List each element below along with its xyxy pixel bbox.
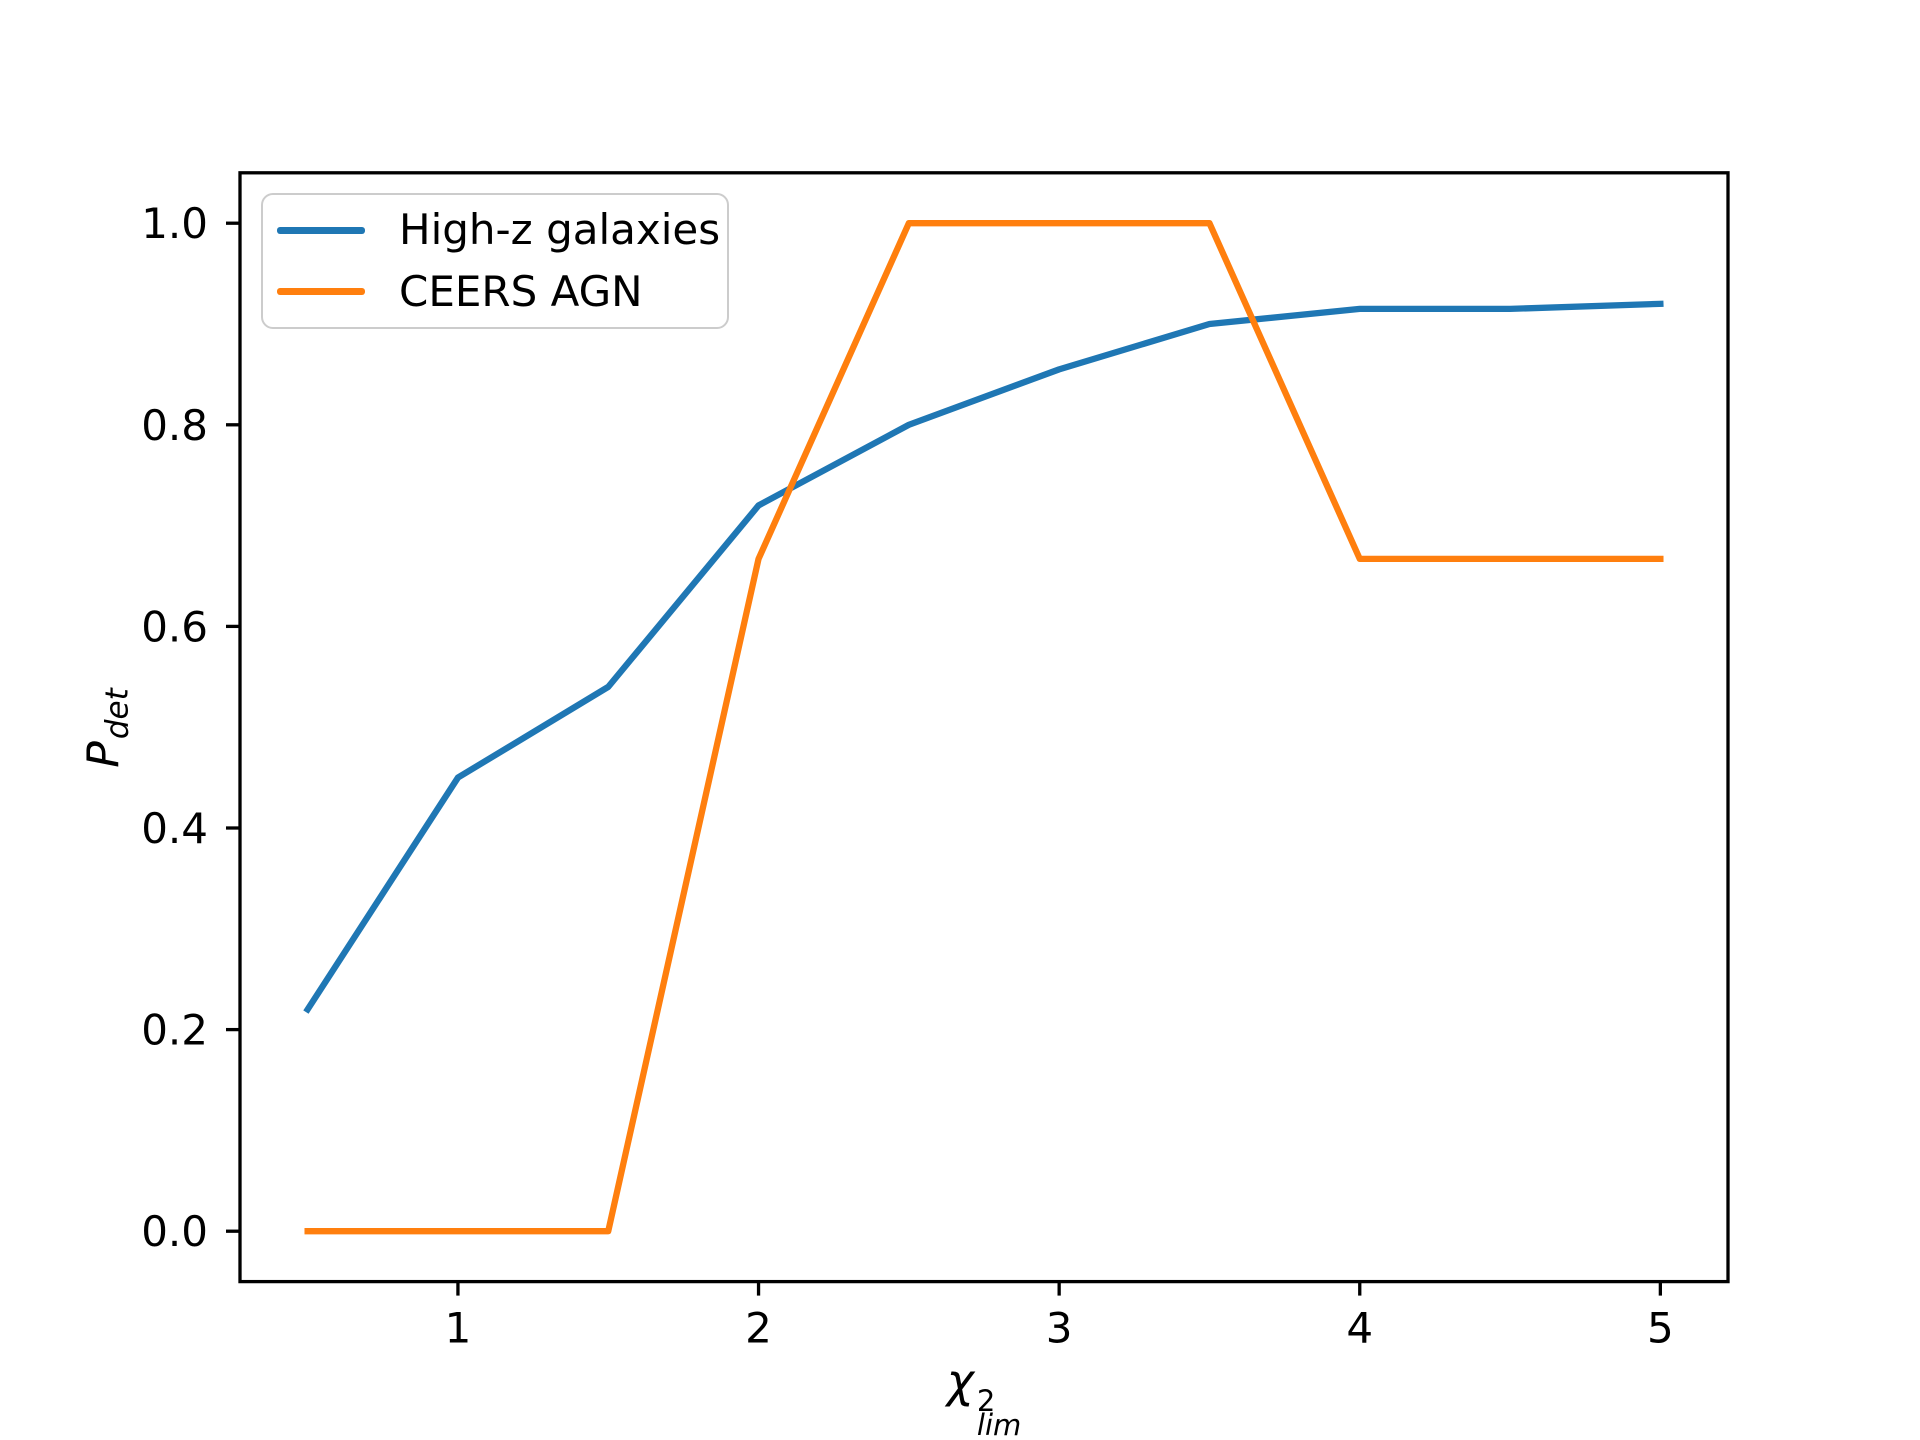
legend-line-sample-orange [277, 288, 365, 296]
legend-item-ceers-agn: CEERS AGN [277, 266, 727, 318]
x-axis-label-scripts: 2 lim [976, 1384, 1022, 1440]
legend-label: CEERS AGN [399, 266, 643, 316]
series-line-high-z-galaxies [303, 300, 1664, 1014]
y-tick-label: 0.2 [141, 1006, 208, 1055]
axes-spines [238, 171, 1730, 1284]
y-tick-label: 0.0 [141, 1207, 208, 1256]
y-axis-label-base: P [78, 741, 130, 768]
x-tick-label: 5 [1647, 1304, 1674, 1353]
x-tick-label: 4 [1346, 1304, 1373, 1353]
x-axis-label-base: χ [946, 1354, 974, 1409]
y-tick-label: 1.0 [141, 199, 208, 248]
legend: High-z galaxies CEERS AGN [261, 193, 729, 329]
x-axis-label-superscript: 2 [976, 1384, 996, 1419]
legend-line-sample-blue [277, 226, 365, 234]
y-axis-label: Pdet [78, 688, 136, 768]
x-axis-label: χ 2 lim [946, 1354, 1022, 1440]
y-tick-label: 0.8 [141, 401, 208, 450]
series-line-ceers-agn [304, 220, 1664, 1235]
y-tick-label: 0.4 [141, 804, 208, 853]
y-axis-label-subscript: det [99, 688, 136, 740]
legend-label: High-z galaxies [399, 205, 721, 255]
legend-item-highz-galaxies: High-z galaxies [277, 204, 727, 256]
x-tick-label: 2 [745, 1304, 772, 1353]
x-axis-label-subscript: lim [976, 1408, 1022, 1440]
y-tick-label: 0.6 [141, 602, 208, 651]
x-tick-label: 1 [445, 1304, 472, 1353]
x-tick-label: 3 [1046, 1304, 1073, 1353]
